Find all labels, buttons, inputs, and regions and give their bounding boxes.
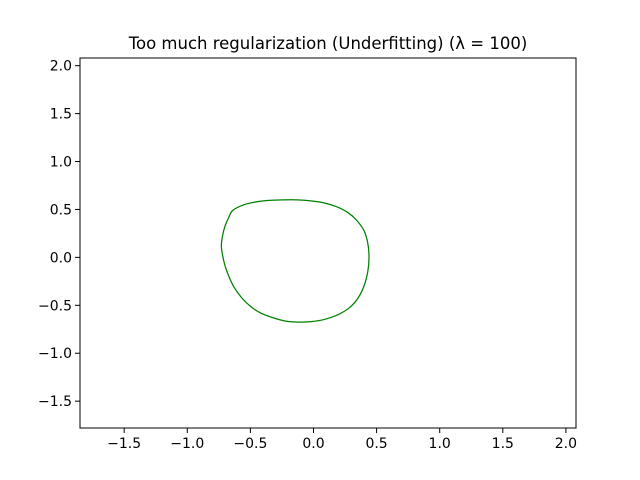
axes-frame bbox=[79, 57, 577, 429]
y-tick-label: −0.5 bbox=[38, 298, 72, 314]
x-tick-label: −1.0 bbox=[170, 436, 204, 452]
y-tick-label: −1.5 bbox=[38, 394, 72, 410]
y-tick-label: 1.0 bbox=[50, 155, 72, 171]
x-tick-label: −1.5 bbox=[107, 436, 141, 452]
y-axis-ticks: −1.5 −1.0 −0.5 0.0 0.5 1.0 1.5 2.0 bbox=[38, 59, 80, 410]
x-tick-label: 1.0 bbox=[429, 436, 451, 452]
chart-title: Too much regularization (Underfitting) (… bbox=[128, 34, 528, 53]
plot-area bbox=[220, 199, 370, 323]
y-tick-label: 2.0 bbox=[50, 59, 72, 75]
x-tick-label: 0.5 bbox=[365, 436, 387, 452]
x-tick-label: 2.0 bbox=[555, 436, 577, 452]
y-tick-label: 0.0 bbox=[50, 250, 72, 266]
decision-boundary-curve bbox=[220, 199, 370, 323]
x-tick-label: 0.0 bbox=[302, 436, 324, 452]
x-tick-label: −0.5 bbox=[233, 436, 267, 452]
y-tick-label: −1.0 bbox=[38, 346, 72, 362]
y-tick-label: 0.5 bbox=[50, 202, 72, 218]
x-axis-ticks: −1.5 −1.0 −0.5 0.0 0.5 1.0 1.5 2.0 bbox=[107, 428, 577, 452]
y-tick-label: 1.5 bbox=[50, 107, 72, 123]
x-tick-label: 1.5 bbox=[492, 436, 514, 452]
